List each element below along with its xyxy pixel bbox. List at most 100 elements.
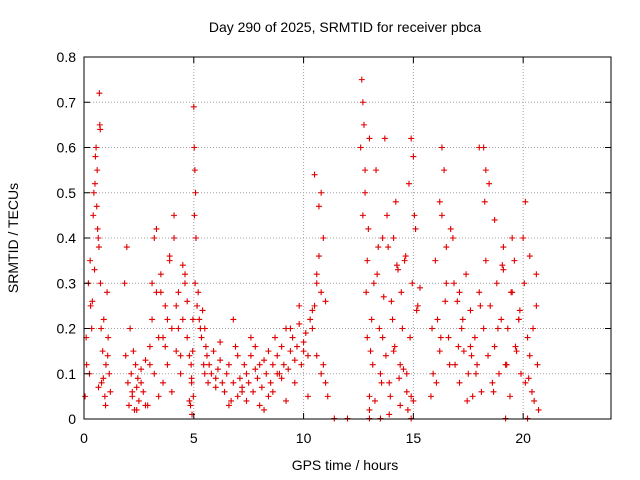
data-point <box>252 366 259 373</box>
data-point <box>101 393 108 400</box>
data-point <box>234 352 241 359</box>
data-point <box>384 212 391 219</box>
data-point <box>368 316 375 323</box>
data-point <box>142 402 149 409</box>
data-point <box>291 379 298 386</box>
data-point <box>190 103 197 110</box>
data-point <box>493 280 500 287</box>
data-point <box>364 257 371 264</box>
data-point <box>217 357 224 364</box>
data-point <box>380 293 387 300</box>
data-point <box>464 397 471 404</box>
data-point <box>300 339 307 346</box>
data-point <box>263 370 270 377</box>
data-point <box>133 406 140 413</box>
data-point <box>447 225 454 232</box>
data-point <box>499 262 506 269</box>
data-point <box>392 198 399 205</box>
data-point <box>313 271 320 278</box>
data-point <box>243 370 250 377</box>
data-point <box>467 307 474 314</box>
data-point <box>376 325 383 332</box>
data-points <box>82 76 542 422</box>
y-tick-label: 0.7 <box>57 94 77 110</box>
data-point <box>179 316 186 323</box>
data-point <box>138 366 145 373</box>
data-point <box>379 334 386 341</box>
data-point <box>401 257 408 264</box>
data-point <box>97 280 104 287</box>
data-point <box>506 393 513 400</box>
y-axis-ticks: 0 0.1 0.2 0.3 0.4 0.5 0.6 0.7 0.8 <box>57 49 611 427</box>
y-tick-label: 0.6 <box>57 140 77 156</box>
data-point <box>269 361 276 368</box>
data-point <box>149 316 156 323</box>
data-point <box>171 235 178 241</box>
data-point <box>311 171 318 178</box>
data-point <box>443 280 450 287</box>
data-point <box>405 180 412 187</box>
data-point <box>175 325 182 332</box>
data-point <box>254 375 261 382</box>
data-point <box>93 144 100 151</box>
data-point <box>135 397 142 404</box>
data-point <box>160 334 167 341</box>
data-point <box>300 348 307 355</box>
data-point <box>210 348 217 355</box>
data-point <box>512 343 519 350</box>
data-point <box>389 316 396 323</box>
data-point <box>413 307 420 314</box>
data-point <box>396 375 403 382</box>
data-point <box>522 379 529 386</box>
data-point <box>516 307 523 314</box>
data-point <box>490 388 497 395</box>
data-point <box>132 361 139 368</box>
data-point <box>126 402 133 409</box>
data-point <box>525 375 532 382</box>
data-point <box>191 167 198 174</box>
data-point <box>124 379 131 386</box>
data-point <box>90 189 97 196</box>
data-point <box>98 325 105 332</box>
data-point <box>87 302 94 309</box>
data-point <box>151 370 158 377</box>
data-point <box>105 334 112 341</box>
data-point <box>385 244 392 251</box>
data-point <box>98 379 105 386</box>
data-point <box>95 384 102 391</box>
y-tick-label: 0.1 <box>57 366 77 382</box>
data-point <box>225 361 232 368</box>
data-point <box>437 334 444 341</box>
data-point <box>404 406 411 413</box>
data-point <box>188 379 195 386</box>
x-tick-label: 15 <box>406 430 422 446</box>
data-point <box>83 361 90 368</box>
data-point <box>369 361 376 368</box>
data-point <box>243 397 250 404</box>
data-point <box>476 289 483 296</box>
data-point <box>191 212 198 219</box>
data-point <box>485 352 492 359</box>
data-point <box>386 411 393 418</box>
data-point <box>357 144 364 151</box>
data-point <box>196 316 203 323</box>
data-point <box>358 76 365 83</box>
data-point <box>186 397 193 404</box>
data-point <box>472 370 479 377</box>
data-point <box>241 361 248 368</box>
data-point <box>482 257 489 264</box>
x-tick-label: 0 <box>80 430 88 446</box>
data-point <box>468 352 475 359</box>
data-point <box>298 361 305 368</box>
data-point <box>302 330 309 337</box>
data-point <box>130 348 137 355</box>
data-point <box>256 402 263 409</box>
data-point <box>99 348 106 355</box>
data-point <box>443 244 450 251</box>
data-point <box>313 280 320 287</box>
data-point <box>433 379 440 386</box>
data-point <box>438 212 445 219</box>
data-point <box>91 180 98 187</box>
data-point <box>121 280 128 287</box>
data-point <box>91 266 98 273</box>
